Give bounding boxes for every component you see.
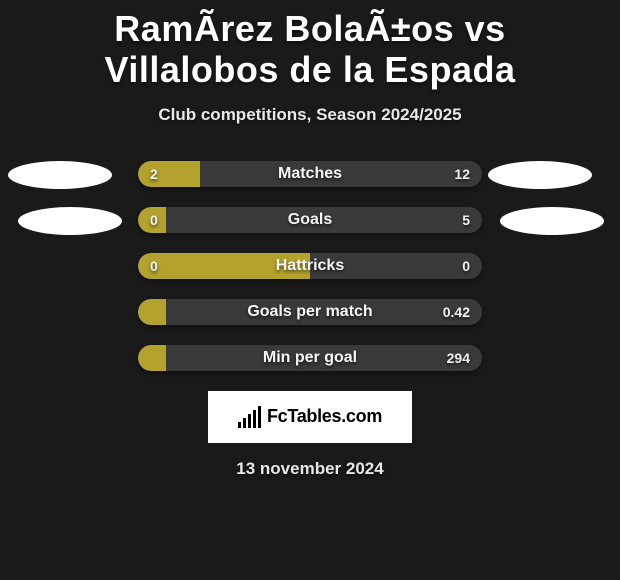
bars-icon — [238, 406, 261, 428]
fctables-logo: FcTables.com — [208, 391, 412, 443]
subtitle: Club competitions, Season 2024/2025 — [0, 105, 620, 125]
stat-label: Min per goal — [138, 345, 482, 371]
stat-rows: 212Matches 05Goals 00Hattricks 0.42Goals pe… — [138, 161, 482, 371]
stat-label: Matches — [138, 161, 482, 187]
stat-row: 05Goals — [138, 207, 482, 233]
logo-text: FcTables.com — [267, 406, 382, 427]
stat-label: Goals per match — [138, 299, 482, 325]
photo-placeholder — [8, 161, 112, 189]
stat-row: 00Hattricks — [138, 253, 482, 279]
date-text: 13 november 2024 — [0, 459, 620, 479]
photo-placeholder — [488, 161, 592, 189]
stat-label: Hattricks — [138, 253, 482, 279]
photo-placeholder — [500, 207, 604, 235]
stat-row: 212Matches — [138, 161, 482, 187]
stat-row: 294Min per goal — [138, 345, 482, 371]
photo-placeholder — [18, 207, 122, 235]
stat-row: 0.42Goals per match — [138, 299, 482, 325]
comparison-chart: 212Matches 05Goals 00Hattricks 0.42Goals pe… — [0, 161, 620, 371]
page-title: RamÃ­rez BolaÃ±os vs Villalobos de la Es… — [0, 0, 620, 91]
stat-label: Goals — [138, 207, 482, 233]
